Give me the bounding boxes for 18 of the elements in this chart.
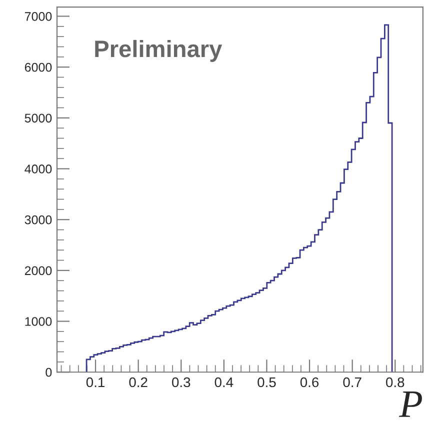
y-tick-label: 6000	[24, 62, 52, 72]
y-tick-label: 2000	[24, 266, 52, 276]
y-tick-label: 5000	[24, 114, 52, 123]
x-axis-title: P	[398, 391, 422, 417]
x-tick-label: 0.5	[258, 377, 276, 388]
y-tick-label: 4000	[24, 164, 52, 174]
y-tick-label: 7000	[24, 12, 52, 21]
annotation: Preliminary	[95, 40, 222, 62]
x-tick-label: 0.4	[214, 377, 234, 388]
x-tick-label: 0.1	[86, 377, 104, 388]
y-tick-label: 3000	[24, 215, 52, 224]
y-tick-label: 0	[46, 368, 52, 377]
x-tick-label: 0.3	[172, 377, 190, 388]
y-tick-label: 1000	[25, 317, 52, 326]
x-tick-label: 0.7	[343, 377, 362, 388]
x-tick-label: 0.6	[300, 377, 319, 388]
x-tick-label: 0.8	[386, 377, 404, 388]
x-tick-label: 0.2	[129, 377, 148, 388]
